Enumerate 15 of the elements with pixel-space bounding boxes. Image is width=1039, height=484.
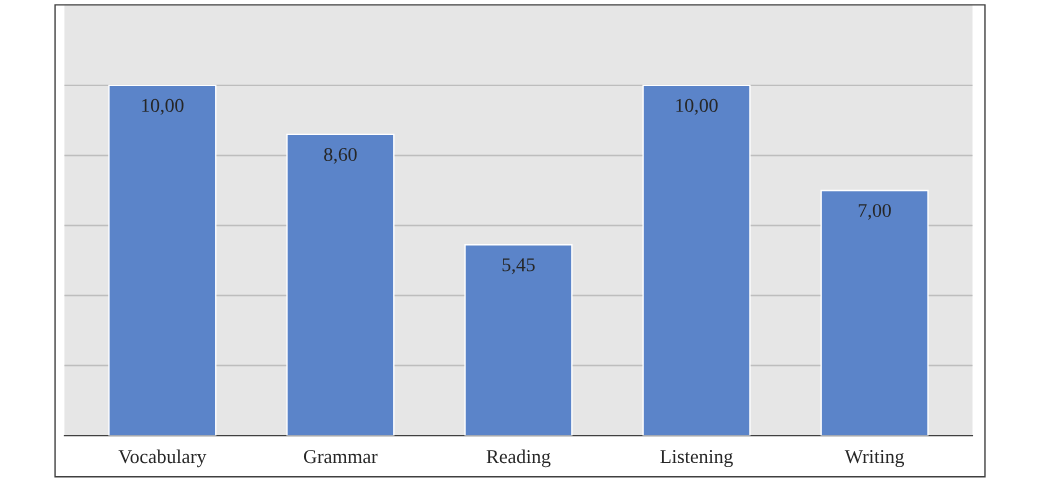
bar (820, 189, 929, 436)
bar (642, 84, 751, 436)
x-tick-label: Listening (660, 450, 733, 468)
data-label: 10,00 (676, 98, 718, 115)
bar (286, 133, 395, 436)
data-label: 5,45 (502, 258, 535, 275)
x-tick-label: Reading (486, 449, 551, 468)
x-tick-label: Grammar (303, 450, 378, 464)
bar (464, 244, 573, 436)
x-tick-label: Vocabulary (118, 449, 207, 468)
data-label: 10,00 (142, 98, 184, 115)
bar (108, 84, 217, 436)
x-tick-label: Writing (844, 450, 905, 468)
data-label: 7,00 (858, 203, 891, 220)
data-label: 8,60 (324, 147, 357, 164)
